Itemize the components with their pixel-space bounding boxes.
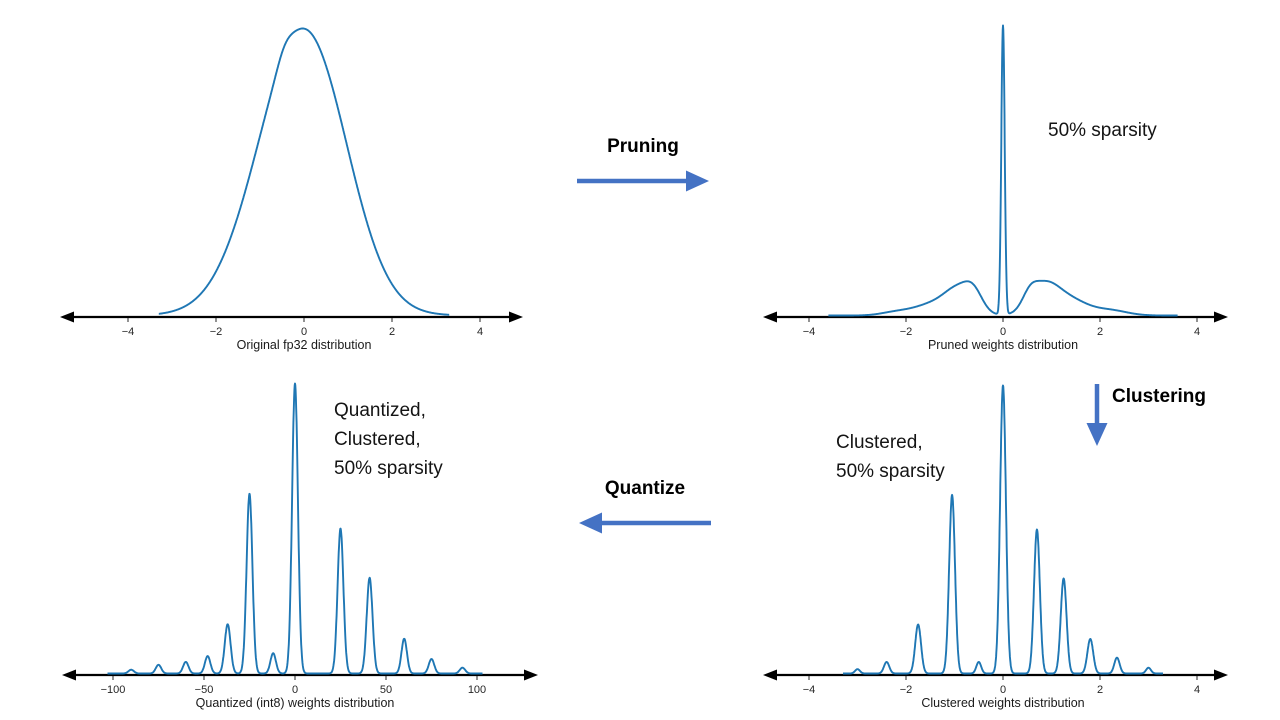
pruned-weights-plot: −4 −2 0 2 4 Pruned weights distribution	[763, 24, 1228, 352]
annotation-line: Clustered,	[334, 429, 421, 450]
pruned-sparsity-annotation: 50% sparsity	[1048, 120, 1157, 141]
svg-text:−50: −50	[195, 684, 214, 696]
chart-original-fp32: −4 −2 0 2 4 Original fp32 distribution	[50, 0, 550, 360]
chart-clustered-weights: −4 −2 0 2 4 Clustered weights distribution	[750, 362, 1270, 720]
quantized-weights-plot: −100 −50 0 50 100 Quantized (int8) weights di…	[62, 382, 538, 710]
svg-text:0: 0	[1000, 684, 1006, 696]
clustered-annotation: Clustered, 50% sparsity	[836, 428, 945, 486]
svg-text:0: 0	[292, 684, 298, 696]
svg-text:0: 0	[301, 326, 307, 338]
clustering-arrow-icon	[1086, 384, 1108, 446]
annotation-line: 50% sparsity	[836, 461, 945, 482]
svg-text:50: 50	[380, 684, 392, 696]
annotation-line: Clustered,	[836, 432, 923, 453]
annotation-line: Quantized,	[334, 400, 426, 421]
svg-text:2: 2	[1097, 684, 1103, 696]
svg-text:−4: −4	[803, 326, 816, 338]
svg-text:4: 4	[1194, 326, 1200, 338]
svg-text:Pruned weights distribution: Pruned weights distribution	[928, 338, 1078, 352]
pruning-arrow-head	[686, 170, 709, 192]
svg-text:0: 0	[1000, 326, 1006, 338]
clustered-weights-plot: −4 −2 0 2 4 Clustered weights distribution	[763, 384, 1228, 710]
svg-text:−2: −2	[210, 326, 223, 338]
svg-text:2: 2	[389, 326, 395, 338]
svg-text:−2: −2	[900, 684, 913, 696]
clustering-arrow-head	[1086, 423, 1108, 446]
quantize-label: Quantize	[604, 478, 686, 499]
svg-text:−4: −4	[122, 326, 135, 338]
svg-text:4: 4	[1194, 684, 1200, 696]
quantized-annotation: Quantized, Clustered, 50% sparsity	[334, 396, 443, 483]
original-fp32-plot: −4 −2 0 2 4 Original fp32 distribution	[60, 27, 523, 352]
svg-text:−2: −2	[900, 326, 913, 338]
chart-quantized-weights: −100 −50 0 50 100 Quantized (int8) weights di…	[40, 362, 560, 720]
pruning-arrow-icon	[577, 170, 709, 192]
svg-text:Quantized (int8) weights distr: Quantized (int8) weights distribution	[196, 696, 395, 710]
quantize-arrow-icon	[579, 512, 711, 534]
svg-text:−4: −4	[803, 684, 816, 696]
svg-text:Clustered weights distribution: Clustered weights distribution	[921, 696, 1084, 710]
svg-text:−100: −100	[101, 684, 126, 696]
quantize-arrow-head	[579, 512, 602, 534]
chart-pruned-weights: −4 −2 0 2 4 Pruned weights distribution	[750, 0, 1270, 360]
annotation-line: 50% sparsity	[334, 458, 443, 479]
svg-text:Original fp32 distribution: Original fp32 distribution	[237, 338, 372, 352]
pruning-label: Pruning	[607, 136, 679, 157]
svg-text:100: 100	[468, 684, 486, 696]
svg-text:2: 2	[1097, 326, 1103, 338]
clustering-label: Clustering	[1112, 386, 1206, 407]
svg-text:4: 4	[477, 326, 483, 338]
